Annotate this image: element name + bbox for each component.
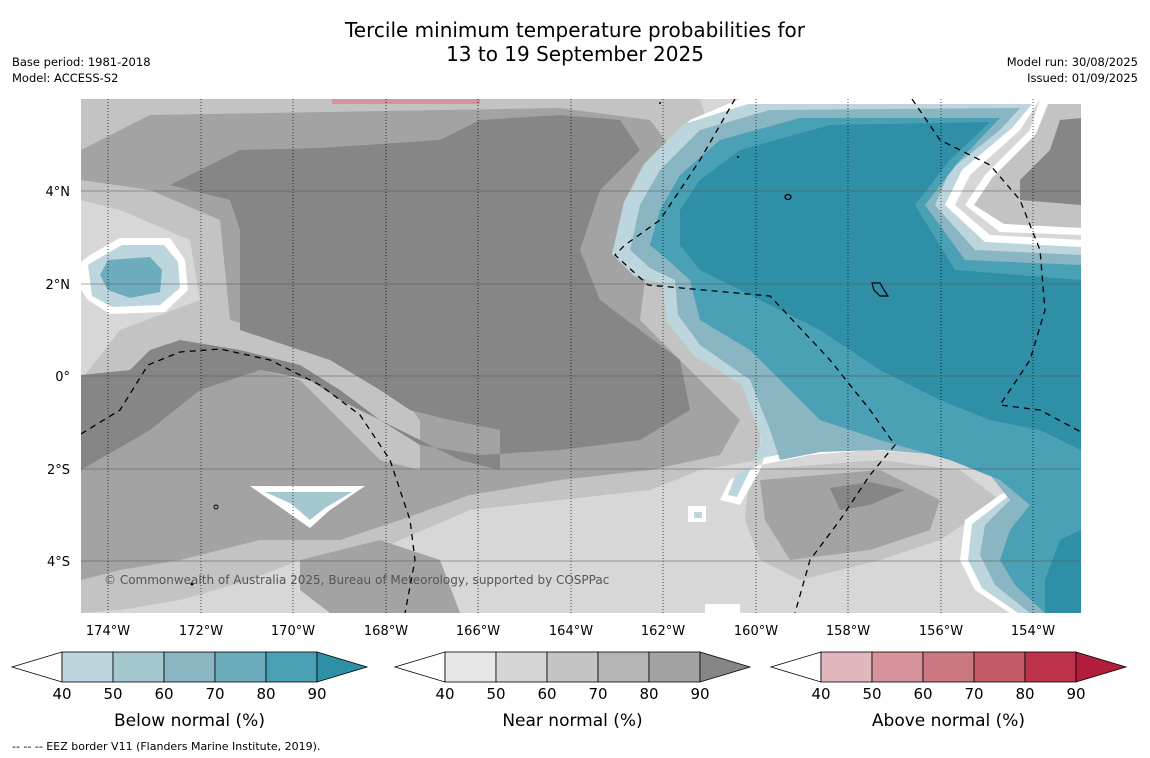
probability-map: 174°W 172°W 170°W 168°W 166°W 164°W 162°… [10,99,1128,731]
lat-label: 2°S [47,463,70,478]
colorbar-segment [922,651,975,683]
colorbar-tick: 70 [588,685,607,703]
colorbar-high-extend [1075,651,1128,683]
colorbar-near-normal: 40 50 60 70 80 90 Near normal (%) [393,651,752,731]
island [659,102,661,104]
colorbar-below-normal: 40 50 60 70 80 90 Below normal (%) [10,651,369,731]
near-normal-80-south [830,482,905,510]
colorbar-low-extend [10,651,63,683]
colorbar-segment [871,651,924,683]
lon-label: 166°W [456,624,500,639]
model-run: Model run: 30/08/2025 [1006,55,1138,69]
footnote: -- -- -- EEZ border V11 (Flanders Marine… [12,740,321,753]
island [737,156,739,158]
colorbar-segment [546,651,599,683]
colorbar-segment [163,651,216,683]
eez-border [911,99,1081,433]
colorbar-segment [820,651,873,683]
colorbar-segment [444,651,497,683]
lon-label: 156°W [919,624,963,639]
colorbar-high-extend [316,651,369,683]
map-contours [81,99,1081,613]
latitude-gridlines [81,190,1081,562]
colorbar-tick: 90 [690,685,709,703]
model-name: Model: ACCESS-S2 [12,71,119,85]
lon-label: 174°W [86,624,130,639]
near-normal-70-sw [300,540,460,613]
colorbar-tick: 60 [537,685,556,703]
title-line-2: 13 to 19 September 2025 [446,42,704,66]
small-patch-inner [694,512,702,518]
colorbar-tick: 50 [862,685,881,703]
colorbar-segment [973,651,1026,683]
colorbar-segment [648,651,701,683]
colorbar-high-extend [699,651,752,683]
colorbar-tick: 80 [1015,685,1034,703]
base-period: Base period: 1981-2018 [12,55,151,69]
title-line-1: Tercile minimum temperature probabilitie… [344,18,806,42]
colorbar-tick: 80 [256,685,275,703]
lon-label: 170°W [271,624,315,639]
lon-label: 160°W [734,624,778,639]
colorbar-segment [61,651,114,683]
colorbar-segment [495,651,548,683]
lon-label: 164°W [549,624,593,639]
colorbar-tick: 80 [639,685,658,703]
sw-triangle-50 [265,492,352,520]
island [190,582,194,586]
lon-label: 158°W [826,624,870,639]
eez-border [81,348,416,613]
colorbar-segment [265,651,318,683]
west-blob-70 [100,257,162,298]
below-normal-90-region [680,122,1081,450]
colorbar-tick: 50 [103,685,122,703]
colorbar-tick: 60 [913,685,932,703]
colorbar-title: Near normal (%) [502,711,642,731]
copyright: © Commonwealth of Australia 2025, Bureau… [104,573,609,587]
colorbar-tick: 70 [205,685,224,703]
colorbar-title: Above normal (%) [872,711,1025,731]
colorbar-low-extend [393,651,446,683]
above-normal-strip [332,99,480,104]
lon-label: 168°W [364,624,408,639]
colorbar-segment [112,651,165,683]
colorbar-low-extend [769,651,822,683]
issued-date: Issued: 01/09/2025 [1027,71,1138,85]
colorbar-above-normal: 40 50 60 70 80 90 Above normal (%) [769,651,1128,731]
colorbar-tick: 50 [486,685,505,703]
lat-label: 2°N [46,278,71,293]
below-normal-90-south [1045,530,1081,613]
colorbar-tick: 40 [811,685,830,703]
colorbar-tick: 70 [964,685,983,703]
lat-label: 4°S [47,555,70,570]
colorbar-title: Below normal (%) [114,711,265,731]
eez-borders [81,99,1081,613]
island [784,193,792,201]
meta-right: Model run: 30/08/2025 Issued: 01/09/2025 [1007,54,1138,86]
lat-label: 0° [55,370,70,385]
colorbar-tick: 60 [154,685,173,703]
eez-border [614,99,896,613]
meta-left: Base period: 1981-2018 Model: ACCESS-S2 [12,54,151,86]
colorbar-segment [214,651,267,683]
colorbar-segment [1024,651,1077,683]
near-normal-80-region [81,115,690,470]
longitude-labels: 174°W 172°W 170°W 168°W 166°W 164°W 162°… [86,624,1055,639]
ne-near-normal-dark [1020,118,1081,205]
lon-label: 162°W [641,624,685,639]
bottom-patch [705,604,740,613]
lat-label: 4°N [46,185,71,200]
island [213,504,219,510]
chart-title: Tercile minimum temperature probabilitie… [0,18,1150,66]
colorbar-tick: 90 [307,685,326,703]
lon-label: 154°W [1011,624,1055,639]
colorbar-tick: 40 [435,685,454,703]
latitude-labels: 4°N 2°N 0° 2°S 4°S [46,185,71,570]
colorbar-tick: 40 [52,685,71,703]
colorbar-tick: 90 [1066,685,1085,703]
lon-label: 172°W [179,624,223,639]
colorbar-segment [597,651,650,683]
island [871,282,890,297]
